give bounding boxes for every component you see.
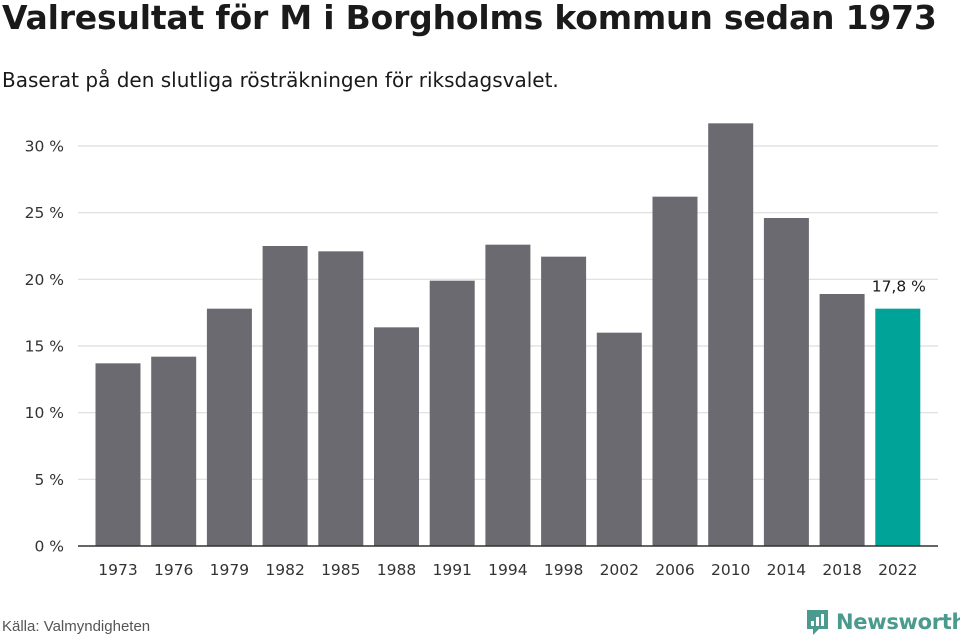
- y-tick-label: 5 %: [34, 471, 64, 489]
- y-tick-label: 10 %: [25, 404, 64, 422]
- y-tick-label: 25 %: [25, 204, 64, 222]
- x-tick-label: 2014: [767, 561, 806, 579]
- bar-1988[interactable]: [374, 327, 419, 546]
- x-tick-label: 1998: [544, 561, 583, 579]
- y-tick-label: 15 %: [25, 338, 64, 356]
- x-tick-label: 2010: [711, 561, 750, 579]
- x-tick-label: 1988: [377, 561, 416, 579]
- bar-2006[interactable]: [652, 196, 698, 546]
- bar-2022[interactable]: [875, 308, 921, 546]
- brand-logo[interactable]: Newsworthy: [805, 608, 960, 636]
- y-tick-label: 0 %: [34, 538, 64, 556]
- source-note: Källa: Valmyndigheten: [2, 618, 151, 635]
- x-tick-label: 1979: [210, 561, 249, 579]
- bar-1998[interactable]: [541, 256, 587, 546]
- x-tick-label: 1976: [154, 561, 193, 579]
- x-tick-label: 1982: [265, 561, 304, 579]
- x-tick-label: 1994: [488, 561, 527, 579]
- x-tick-label: 2002: [600, 561, 639, 579]
- newsworthy-logo-icon: [807, 610, 828, 635]
- x-tick-label: 1985: [321, 561, 360, 579]
- y-tick-label: 20 %: [25, 271, 64, 289]
- data-label: 17,8 %: [872, 278, 926, 296]
- x-tick-label: 2018: [822, 561, 861, 579]
- x-tick-label: 2022: [878, 561, 917, 579]
- y-tick-label: 30 %: [25, 138, 64, 156]
- bar-chart: 0 % 5 % 10 % 15 % 20 % 25 % 30 % 1973 1976 1979 19…: [25, 123, 938, 580]
- bars: [95, 123, 921, 547]
- bar-1979[interactable]: [206, 308, 252, 546]
- x-tick-label: 2006: [655, 561, 694, 579]
- bar-1976[interactable]: [151, 356, 197, 546]
- x-tick-label: 1973: [98, 561, 137, 579]
- brand-name: Newsworthy: [836, 610, 960, 634]
- chart-subtitle: Baserat på den slutliga rösträkningen fö…: [2, 68, 559, 92]
- bar-1982[interactable]: [262, 246, 308, 546]
- bar-2018[interactable]: [819, 294, 865, 546]
- bar-1994[interactable]: [485, 244, 531, 546]
- bar-1973[interactable]: [95, 363, 141, 546]
- bar-2010[interactable]: [708, 123, 754, 546]
- bar-2002[interactable]: [596, 332, 642, 546]
- bar-1985[interactable]: [318, 251, 364, 547]
- bar-2014[interactable]: [763, 218, 809, 546]
- x-tick-label: 1991: [432, 561, 471, 579]
- chart-title: Valresultat för M i Borgholms kommun sed…: [2, 0, 937, 37]
- labels: 0 % 5 % 10 % 15 % 20 % 25 % 30 % 1973 1976 1979 19…: [25, 138, 926, 580]
- bar-1991[interactable]: [429, 280, 475, 546]
